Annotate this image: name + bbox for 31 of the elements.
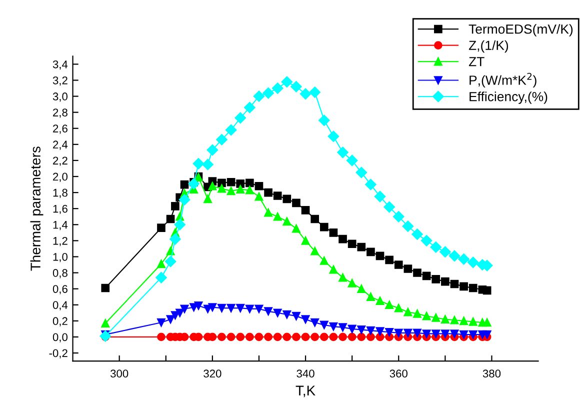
y-tick-label: 2,6 bbox=[53, 124, 68, 134]
y-tick-label: 2,0 bbox=[53, 172, 68, 182]
y-tick-label: 1,2 bbox=[53, 236, 68, 246]
y-tick-label: 0,6 bbox=[52, 285, 68, 294]
x-tick-label: 300 bbox=[110, 370, 128, 378]
legend-label: TermoEDS(mV/K) bbox=[468, 24, 573, 36]
legend-label: ZT bbox=[468, 57, 484, 66]
y-tick-label: 3,2 bbox=[52, 76, 68, 86]
y-tick-label: 1,6 bbox=[53, 204, 68, 214]
y-tick-label: 2,2 bbox=[53, 156, 68, 166]
y-tick-label: 0,4 bbox=[52, 301, 68, 310]
legend-label: Z,(1/K) bbox=[468, 40, 508, 53]
x-tick-label: 360 bbox=[390, 370, 408, 378]
y-tick-label: 0,2 bbox=[52, 317, 68, 326]
x-axis-title: T,K bbox=[296, 386, 316, 398]
y-tick-label: 3,4 bbox=[52, 60, 68, 70]
y-tick-label: -0,2 bbox=[49, 349, 68, 358]
x-tick-label: 320 bbox=[204, 370, 222, 378]
y-tick-label: 1,8 bbox=[53, 188, 68, 198]
y-tick-label: 3,0 bbox=[52, 92, 68, 102]
y-tick-label: 0,8 bbox=[52, 269, 68, 278]
y-axis-title: Thermal parameters bbox=[30, 146, 44, 271]
x-tick-label: 340 bbox=[296, 370, 314, 378]
y-tick-label: 0,0 bbox=[52, 333, 68, 342]
y-tick-label: 2,4 bbox=[53, 140, 68, 150]
y-tick-label: 1,0 bbox=[53, 252, 68, 262]
legend-label: P,(W/m*K$^{2}$) bbox=[470, 72, 536, 88]
y-tick-label: 1,4 bbox=[53, 221, 68, 230]
y-tick-label: 2,8 bbox=[53, 108, 68, 118]
x-tick-label: 380 bbox=[482, 370, 501, 378]
legend-label: Efficiency,(%) bbox=[470, 92, 548, 104]
